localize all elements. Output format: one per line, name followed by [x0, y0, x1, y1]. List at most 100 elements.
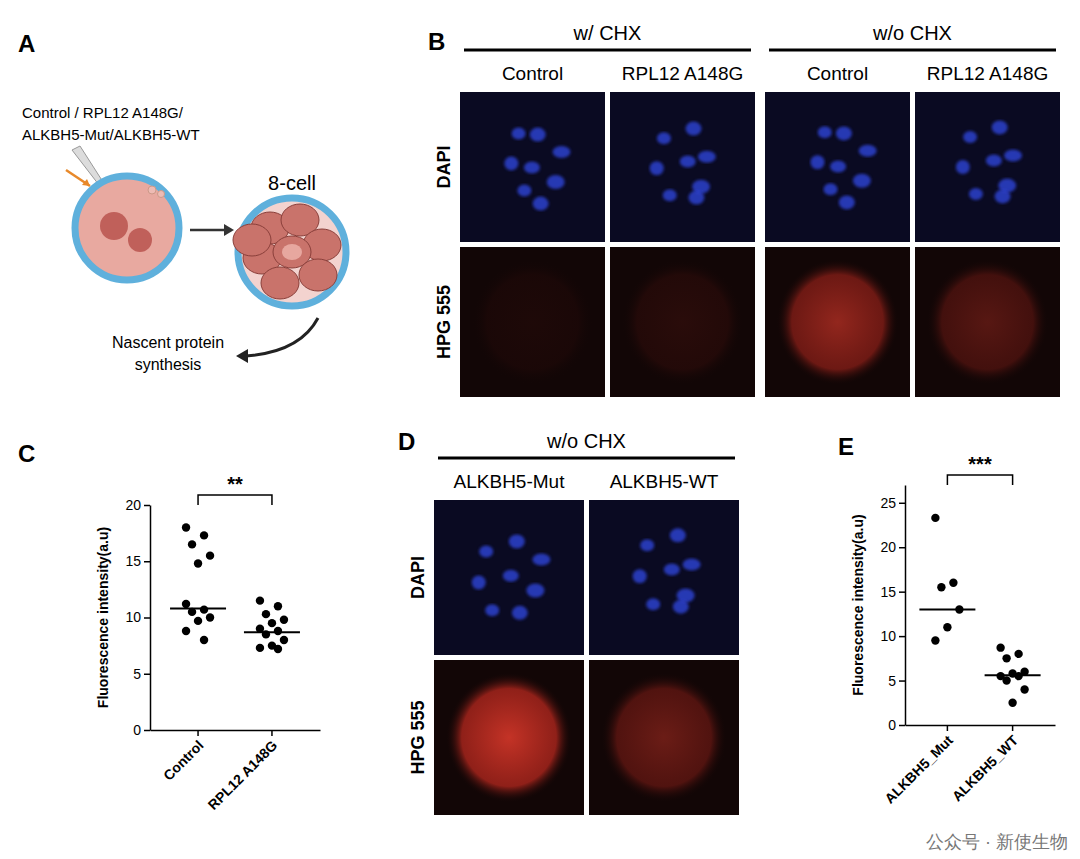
x-axis: ControlRPL12 A148G	[151, 730, 321, 813]
significance-bracket	[947, 475, 1012, 485]
nucleus-stain	[524, 162, 540, 174]
panel-letter: C	[18, 440, 35, 467]
nucleus-stain	[698, 151, 716, 163]
micrograph	[589, 660, 739, 815]
blastomere	[233, 224, 271, 256]
tick-mark	[144, 617, 150, 619]
nucleus-stain	[853, 174, 871, 188]
readout-label: Nascent protein	[112, 334, 224, 351]
tick-mark	[144, 730, 150, 732]
tick: 10	[125, 609, 150, 625]
tick-mark	[899, 503, 905, 505]
data-point	[274, 627, 282, 635]
blastomere	[299, 259, 337, 291]
data-point	[280, 616, 288, 624]
data-point	[280, 636, 288, 644]
polar-body	[148, 186, 156, 194]
pipette-arrow	[66, 170, 90, 186]
tick-mark	[899, 547, 905, 549]
image-panel: w/o CHXALKBH5-MutALKBH5-WTDAPIHPG 555	[408, 430, 739, 815]
nucleus-stain	[553, 146, 571, 158]
image-background	[610, 247, 755, 397]
tick-label: 10	[125, 609, 141, 625]
data-point	[268, 619, 276, 627]
plot-area	[919, 514, 1040, 707]
image-background	[915, 92, 1060, 242]
readout-label: synthesis	[135, 356, 202, 373]
nucleus-stain	[472, 575, 486, 589]
image-background	[589, 660, 739, 815]
axis-line	[905, 486, 907, 726]
row-label: DAPI	[434, 145, 454, 188]
micrograph	[765, 247, 910, 397]
image-panel: w/ CHXControlRPL12 A148Gw/o CHXControlRP…	[434, 22, 1060, 397]
row-label: DAPI	[408, 556, 428, 599]
tick-label: 10	[880, 628, 896, 644]
tick-mark	[197, 730, 199, 736]
tick-mark	[899, 725, 905, 727]
nucleus-stain	[818, 126, 832, 138]
hpg-signal	[777, 259, 899, 385]
hpg-signal	[446, 672, 572, 802]
axis-title: Fluorescence intensity(a.u)	[95, 527, 111, 708]
data-point	[931, 514, 939, 522]
nucleus-stain	[992, 120, 1008, 134]
data-point	[937, 583, 945, 591]
tick-label: 0	[133, 722, 141, 738]
significance: ***	[968, 453, 992, 475]
data-point	[274, 602, 282, 610]
tick: ALKBH5_WT	[949, 725, 1022, 804]
panel-letter: E	[838, 433, 854, 460]
tick: 20	[880, 539, 905, 555]
tick-label: 5	[133, 666, 141, 682]
nucleus-stain	[547, 175, 565, 189]
group-line	[464, 49, 751, 52]
micrograph	[434, 500, 584, 655]
axis-line	[151, 730, 321, 732]
plot-area	[170, 523, 300, 653]
tick: 0	[888, 717, 905, 733]
nucleus-stain	[824, 183, 838, 195]
column-label: ALKBH5-Mut	[454, 471, 566, 492]
nucleus-stain	[485, 604, 499, 616]
tick: 5	[888, 673, 905, 689]
pronucleus	[100, 212, 128, 240]
nucleus-stain	[986, 154, 1002, 166]
tick-label: 20	[880, 539, 896, 555]
data-point	[182, 627, 190, 635]
group-line	[769, 49, 1056, 52]
data-point	[1008, 699, 1016, 707]
significance-bracket	[198, 495, 272, 505]
data-point	[256, 644, 264, 652]
injection-label: ALKBH5-Mut/ALKBH5-WT	[22, 126, 200, 143]
data-point	[200, 636, 208, 644]
nucleus-stain	[526, 584, 544, 598]
tick: 15	[125, 553, 150, 569]
micrograph	[610, 92, 755, 242]
data-point	[1020, 685, 1028, 693]
tick: 5	[133, 666, 150, 682]
nucleus-stain	[683, 558, 701, 570]
tick-mark	[144, 505, 150, 507]
watermark: 公众号 · 新使生物	[926, 832, 1068, 852]
row-label: HPG 555	[434, 285, 454, 359]
data-point	[1014, 650, 1022, 658]
micrograph	[460, 92, 605, 242]
data-point	[200, 531, 208, 539]
nucleus-stain	[504, 156, 518, 170]
nucleus-stain	[680, 156, 696, 168]
hpg-signal	[601, 672, 727, 802]
nucleus-stain	[673, 600, 689, 614]
pronucleus	[128, 228, 152, 252]
nucleus-stain	[1004, 150, 1022, 162]
tick: 25	[880, 495, 905, 511]
image-background	[915, 247, 1060, 397]
tick-label: 0	[888, 717, 896, 733]
blastomere	[261, 267, 299, 299]
arrow	[190, 229, 226, 232]
nucleus-stain	[686, 122, 702, 136]
tick-label: 20	[125, 497, 141, 513]
nucleus-stain	[836, 126, 852, 140]
column-label: ALKBH5-WT	[610, 471, 719, 492]
nucleus-stain	[830, 160, 846, 172]
